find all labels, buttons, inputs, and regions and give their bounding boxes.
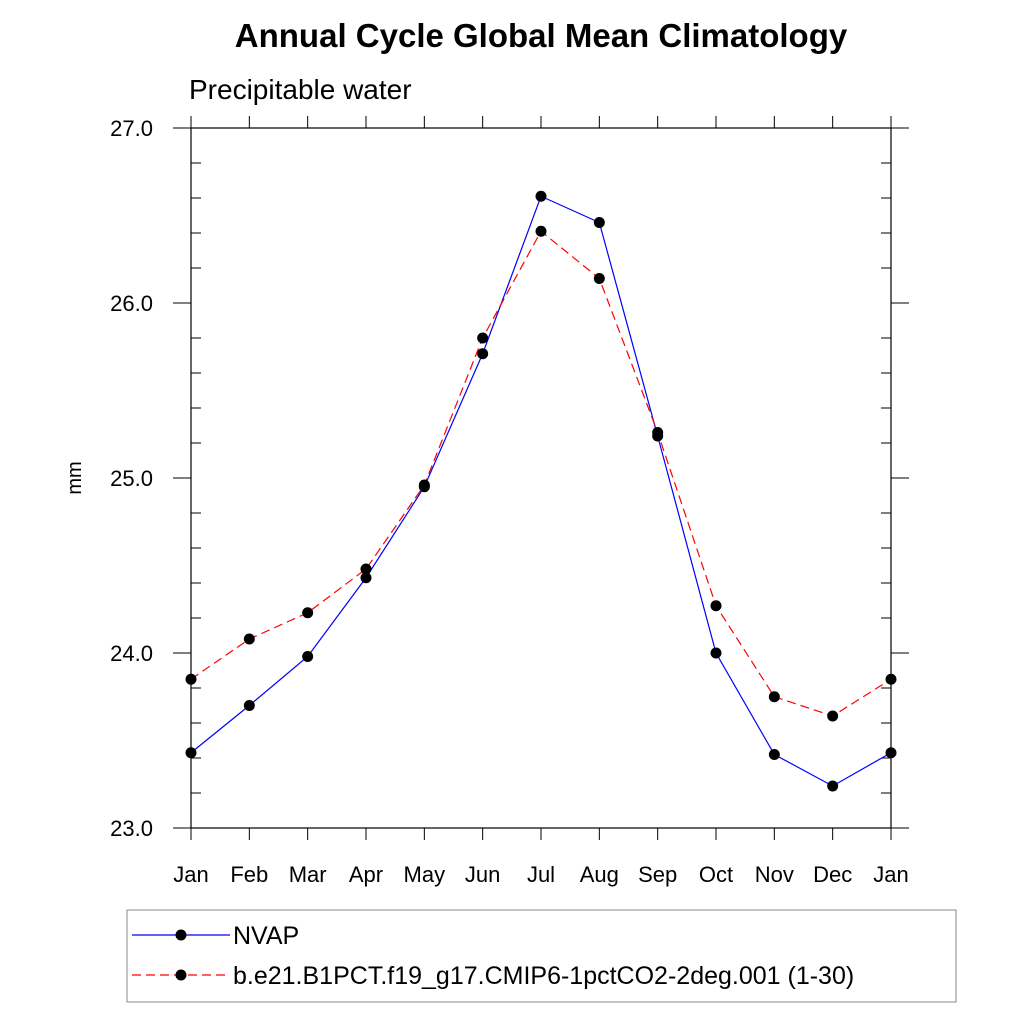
series-2-point [185,673,197,685]
series-2-point [710,600,722,612]
y-tick-label: 23.0 [110,816,153,841]
chart-title: Annual Cycle Global Mean Climatology [235,17,848,54]
x-tick-labels: Jan Feb Mar Apr May Jun Jul Aug Sep Oct Nov Dec Jan [173,862,908,887]
series-layer [185,190,897,792]
y-tick-labels: 23.0 24.0 25.0 26.0 27.0 [110,116,153,841]
series-1-point [827,780,839,792]
x-tick-label: Feb [230,862,268,887]
x-tick-label: Nov [755,862,794,887]
y-axis-label: mm [64,461,86,494]
series-2-point [360,563,372,575]
x-tick-label: Sep [638,862,677,887]
x-tick-label: Jan [873,862,908,887]
series-1-point [710,647,722,659]
series-2-point [302,607,314,619]
legend-marker-2 [175,969,187,981]
legend-items: NVAP b.e21.B1PCT.f19_g17.CMIP6-1pctCO2-2d… [132,922,854,990]
series-2-point [535,225,547,237]
series-2-point [477,332,489,344]
series-2-point [243,633,255,645]
series-2-point [827,710,839,722]
legend-box [126,909,957,1003]
chart-subtitle: Precipitable water [189,74,412,105]
y-tick-label: 26.0 [110,291,153,316]
y-tick-label: 24.0 [110,641,153,666]
series-1-point [477,348,489,360]
x-tick-label: Apr [349,862,383,887]
series-1-point [768,749,780,760]
series-1-point [535,190,547,202]
legend-marker-1 [175,929,187,941]
y-tick-label: 27.0 [110,116,153,141]
x-tick-label: May [404,862,446,887]
x-tick-label: Jul [527,862,555,887]
series-2-point [652,427,664,438]
series-line-2 [190,230,892,717]
y-tick-label: 25.0 [110,466,153,491]
x-tick-label: Jan [173,862,208,887]
series-1-point [243,700,255,711]
axis-ticks [173,116,909,840]
legend-label-1: NVAP [233,922,299,950]
series-1-point [302,651,314,662]
series-2-point [885,673,897,685]
legend: NVAP b.e21.B1PCT.f19_g17.CMIP6-1pctCO2-2d… [126,909,957,1003]
series-line-1 [190,195,892,787]
series-1-point [360,572,372,584]
series-1-point [593,217,605,228]
x-tick-label: Dec [813,862,852,887]
x-tick-label: Jun [465,862,500,887]
legend-label-2: b.e21.B1PCT.f19_g17.CMIP6-1pctCO2-2deg.0… [233,962,854,990]
series-2-point [593,273,605,284]
x-tick-label: Aug [580,862,619,887]
series-2-point [768,691,780,703]
series-2-point [418,479,430,491]
series-1-point [185,747,197,759]
series-1-point [885,747,897,759]
x-tick-label: Mar [289,862,327,887]
x-tick-label: Oct [699,862,733,887]
